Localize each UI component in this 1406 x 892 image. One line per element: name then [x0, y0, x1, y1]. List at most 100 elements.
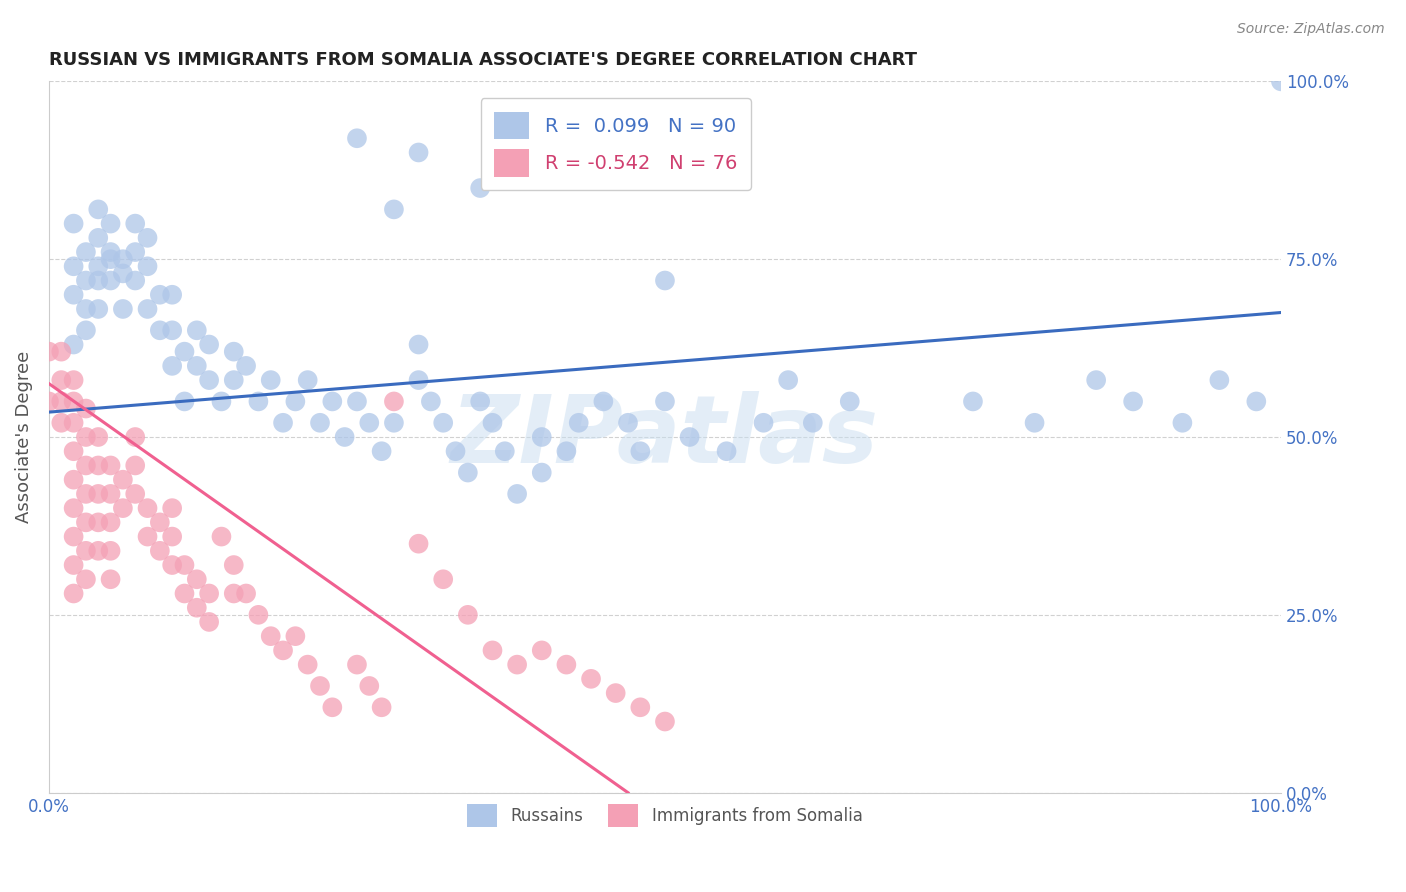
Point	[457, 466, 479, 480]
Point	[494, 444, 516, 458]
Point	[346, 131, 368, 145]
Point	[617, 416, 640, 430]
Point	[136, 530, 159, 544]
Y-axis label: Associate's Degree: Associate's Degree	[15, 351, 32, 523]
Point	[100, 487, 122, 501]
Point	[87, 301, 110, 316]
Point	[555, 444, 578, 458]
Point	[186, 572, 208, 586]
Point	[149, 323, 172, 337]
Point	[160, 530, 183, 544]
Point	[173, 344, 195, 359]
Point	[100, 252, 122, 267]
Point	[628, 444, 651, 458]
Point	[506, 487, 529, 501]
Point	[470, 394, 492, 409]
Point	[75, 301, 97, 316]
Point	[592, 394, 614, 409]
Point	[111, 473, 134, 487]
Point	[1122, 394, 1144, 409]
Point	[211, 530, 233, 544]
Point	[271, 643, 294, 657]
Point	[160, 501, 183, 516]
Point	[160, 323, 183, 337]
Point	[382, 416, 405, 430]
Point	[111, 301, 134, 316]
Point	[173, 586, 195, 600]
Point	[198, 373, 221, 387]
Point	[173, 558, 195, 572]
Point	[309, 679, 332, 693]
Point	[222, 373, 245, 387]
Text: Source: ZipAtlas.com: Source: ZipAtlas.com	[1237, 22, 1385, 37]
Legend: Russains, Immigrants from Somalia: Russains, Immigrants from Somalia	[461, 797, 869, 834]
Point	[100, 245, 122, 260]
Point	[579, 672, 602, 686]
Point	[75, 487, 97, 501]
Point	[62, 586, 84, 600]
Point	[752, 416, 775, 430]
Point	[382, 394, 405, 409]
Point	[481, 643, 503, 657]
Point	[654, 273, 676, 287]
Point	[408, 337, 430, 351]
Point	[173, 394, 195, 409]
Point	[124, 487, 146, 501]
Point	[198, 615, 221, 629]
Point	[136, 501, 159, 516]
Point	[297, 657, 319, 672]
Point	[321, 700, 343, 714]
Point	[432, 416, 454, 430]
Point	[62, 217, 84, 231]
Point	[198, 337, 221, 351]
Point	[87, 516, 110, 530]
Point	[962, 394, 984, 409]
Point	[370, 700, 392, 714]
Point	[111, 501, 134, 516]
Point	[419, 394, 441, 409]
Point	[271, 416, 294, 430]
Point	[654, 394, 676, 409]
Point	[408, 373, 430, 387]
Point	[801, 416, 824, 430]
Point	[62, 260, 84, 274]
Point	[506, 657, 529, 672]
Point	[284, 394, 307, 409]
Point	[124, 245, 146, 260]
Point	[678, 430, 700, 444]
Point	[716, 444, 738, 458]
Point	[1208, 373, 1230, 387]
Point	[1085, 373, 1108, 387]
Point	[100, 273, 122, 287]
Point	[198, 586, 221, 600]
Point	[75, 572, 97, 586]
Point	[235, 586, 257, 600]
Point	[75, 516, 97, 530]
Point	[136, 301, 159, 316]
Point	[100, 572, 122, 586]
Point	[346, 394, 368, 409]
Point	[38, 344, 60, 359]
Text: RUSSIAN VS IMMIGRANTS FROM SOMALIA ASSOCIATE'S DEGREE CORRELATION CHART: RUSSIAN VS IMMIGRANTS FROM SOMALIA ASSOC…	[49, 51, 917, 69]
Point	[62, 287, 84, 301]
Point	[235, 359, 257, 373]
Point	[260, 373, 283, 387]
Point	[1171, 416, 1194, 430]
Point	[1270, 74, 1292, 88]
Point	[432, 572, 454, 586]
Point	[87, 202, 110, 217]
Point	[51, 344, 73, 359]
Point	[1024, 416, 1046, 430]
Point	[605, 686, 627, 700]
Point	[160, 558, 183, 572]
Point	[359, 416, 381, 430]
Point	[444, 444, 467, 458]
Point	[51, 394, 73, 409]
Point	[75, 273, 97, 287]
Point	[222, 586, 245, 600]
Point	[124, 273, 146, 287]
Point	[778, 373, 800, 387]
Point	[87, 231, 110, 245]
Point	[160, 359, 183, 373]
Point	[408, 145, 430, 160]
